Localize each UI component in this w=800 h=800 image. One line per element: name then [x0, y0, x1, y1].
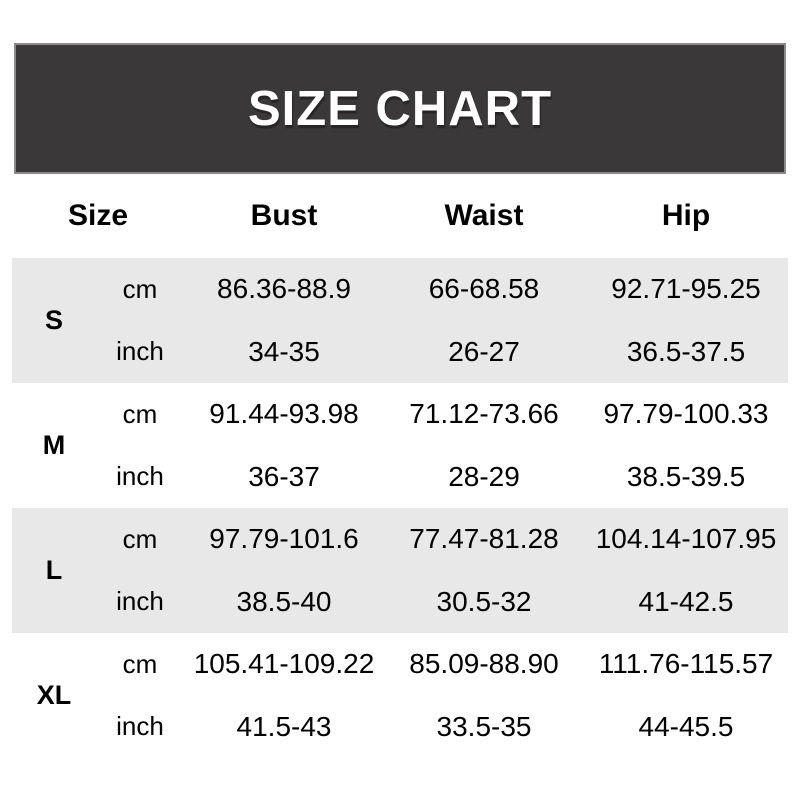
- l-hip-inch-value: 41-42.5: [638, 585, 734, 617]
- m-hip-cm-value: 97.79-100.33: [603, 398, 769, 430]
- l-hip-cm-value: 104.14-107.95: [595, 523, 777, 555]
- l-waist-cm-value: 77.47-81.28: [409, 523, 559, 555]
- size-label-m: M: [42, 430, 66, 460]
- size-group-m: M cm 91.44-93.98 71.12-73.66 97.79-100.3…: [12, 383, 788, 508]
- l-bust-inch-value: 38.5-40: [236, 585, 332, 617]
- m-bust-inch-value: 36-37: [248, 460, 320, 492]
- unit-label-inch: inch: [116, 336, 164, 367]
- l-waist-inch-value: 30.5-32: [436, 585, 532, 617]
- column-header-waist: Waist: [444, 199, 524, 232]
- xl-hip-inch-value: 44-45.5: [638, 710, 734, 742]
- unit-label-inch: inch: [116, 461, 164, 492]
- column-header-size: Size: [67, 199, 129, 232]
- size-label-xl: XL: [36, 680, 72, 710]
- xl-waist-inch-value: 33.5-35: [436, 710, 532, 742]
- xl-hip-cm-value: 111.76-115.57: [598, 648, 774, 680]
- unit-label-cm: cm: [122, 398, 158, 429]
- m-hip-inch-value: 38.5-39.5: [626, 460, 746, 492]
- s-hip-inch-value: 36.5-37.5: [626, 335, 746, 367]
- column-header-bust: Bust: [250, 199, 318, 232]
- size-label-s: S: [44, 305, 63, 335]
- m-waist-inch-value: 28-29: [448, 460, 520, 492]
- size-group-xl: XL cm 105.41-109.22 85.09-88.90 111.76-1…: [12, 633, 788, 758]
- s-hip-cm-value: 92.71-95.25: [611, 273, 761, 305]
- size-group-s: S cm 86.36-88.9 66-68.58 92.71-95.25 inc…: [12, 258, 788, 383]
- m-bust-cm-value: 91.44-93.98: [209, 398, 359, 430]
- unit-label-cm: cm: [122, 648, 158, 679]
- size-group-l: L cm 97.79-101.6 77.47-81.28 104.14-107.…: [12, 508, 788, 633]
- s-waist-inch-value: 26-27: [448, 335, 520, 367]
- s-waist-cm-value: 66-68.58: [428, 273, 540, 305]
- unit-label-inch: inch: [116, 711, 164, 742]
- size-label-l: L: [45, 555, 63, 585]
- column-header-hip: Hip: [661, 199, 711, 232]
- l-bust-cm-value: 97.79-101.6: [209, 523, 359, 555]
- size-table: Size Bust Waist Hip S cm 86.36-88.9 66-6…: [12, 174, 788, 758]
- s-bust-inch-value: 34-35: [248, 335, 320, 367]
- m-waist-cm-value: 71.12-73.66: [409, 398, 559, 430]
- size-chart-banner: SIZE CHART: [14, 43, 786, 174]
- xl-bust-cm-value: 105.41-109.22: [193, 648, 375, 680]
- xl-waist-cm-value: 85.09-88.90: [409, 648, 559, 680]
- unit-label-cm: cm: [122, 273, 158, 304]
- unit-label-cm: cm: [122, 523, 158, 554]
- unit-label-inch: inch: [116, 586, 164, 617]
- size-chart-title: SIZE CHART: [248, 81, 552, 136]
- s-bust-cm-value: 86.36-88.9: [217, 273, 351, 305]
- xl-bust-inch-value: 41.5-43: [236, 710, 332, 742]
- table-header-row: Size Bust Waist Hip: [12, 174, 788, 258]
